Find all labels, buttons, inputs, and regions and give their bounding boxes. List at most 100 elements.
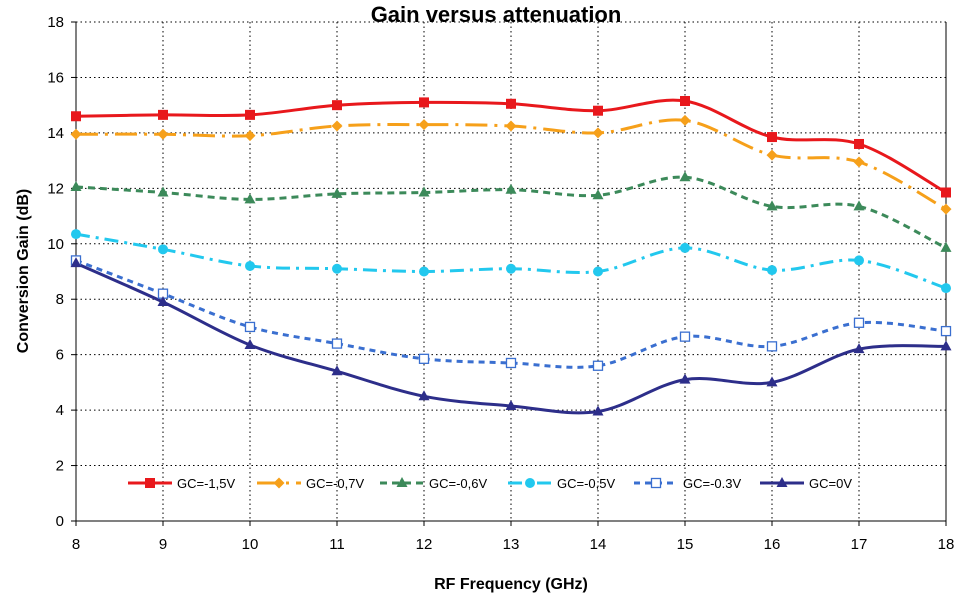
series-3-point-4 xyxy=(419,266,429,277)
x-tick-label: 12 xyxy=(416,536,433,553)
series-1-point-1 xyxy=(157,128,169,140)
series-2-point-8 xyxy=(766,200,778,211)
series-2-point-10 xyxy=(940,241,952,252)
x-tick-label: 16 xyxy=(764,536,781,553)
series-3-point-8 xyxy=(767,265,777,276)
series-0-point-2 xyxy=(245,109,255,120)
series-5-point-5 xyxy=(505,399,517,410)
series-3-point-9 xyxy=(854,255,864,266)
series-3-point-10 xyxy=(941,283,951,294)
series-2-point-7 xyxy=(679,171,691,182)
series-2-point-2 xyxy=(244,193,256,204)
series-0-point-6 xyxy=(593,105,603,116)
series-1-point-3 xyxy=(331,120,343,132)
legend-label-3: GC=-0,5V xyxy=(557,476,615,491)
legend-marker-4 xyxy=(650,477,662,489)
series-3-point-5 xyxy=(506,263,516,274)
x-tick-label: 13 xyxy=(503,536,520,553)
y-tick-label: 18 xyxy=(47,14,64,31)
series-0-point-5 xyxy=(506,98,516,109)
series-5-point-7 xyxy=(679,373,691,384)
series-0-point-8 xyxy=(767,132,777,143)
series-1-point-6 xyxy=(592,127,604,139)
series-5-point-6 xyxy=(592,405,604,416)
x-tick-label: 8 xyxy=(72,536,80,553)
series-4-point-10 xyxy=(940,325,952,337)
x-tick-label: 15 xyxy=(677,536,694,553)
series-4-point-2 xyxy=(244,321,256,333)
series-4-point-4 xyxy=(418,353,430,364)
series-1-point-5 xyxy=(505,120,517,132)
series-5-point-4 xyxy=(418,390,430,401)
series-5-point-3 xyxy=(331,365,343,376)
y-tick-label: 12 xyxy=(47,180,64,197)
legend-label-0: GC=-1,5V xyxy=(177,476,235,491)
y-tick-label: 4 xyxy=(56,402,64,419)
series-5-point-0 xyxy=(70,257,82,268)
legend-marker-2 xyxy=(396,477,408,487)
y-tick-label: 16 xyxy=(47,69,64,86)
legend-label-2: GC=-0,6V xyxy=(429,476,487,491)
y-tick-label: 2 xyxy=(56,458,64,475)
series-5-point-1 xyxy=(157,295,169,306)
y-tick-label: 10 xyxy=(47,236,64,253)
legend-marker-3 xyxy=(525,478,535,488)
series-4-point-3 xyxy=(331,338,343,349)
series-2-point-9 xyxy=(853,200,865,211)
series-5-point-9 xyxy=(853,343,865,354)
series-1-point-2 xyxy=(244,130,256,142)
series-5-point-8 xyxy=(766,376,778,387)
series-1-point-10 xyxy=(940,203,952,215)
x-tick-label: 11 xyxy=(329,536,345,553)
series-0-point-3 xyxy=(332,100,342,111)
series-0-point-10 xyxy=(941,187,951,198)
x-tick-label: 9 xyxy=(159,536,167,553)
x-tick-label: 14 xyxy=(590,536,607,553)
series-3-point-3 xyxy=(332,263,342,274)
y-tick-label: 14 xyxy=(47,125,64,142)
series-4-point-6 xyxy=(592,360,604,371)
axes xyxy=(71,21,947,526)
legend: GC=-1,5V GC=-0,7V GC=-0,6V GC=-0,5V GC=-0.3V… xyxy=(128,476,852,491)
series-0-point-9 xyxy=(854,138,864,149)
series-line-0 xyxy=(75,98,947,194)
series-2-point-0 xyxy=(70,180,82,191)
legend-label-1: GC=-0,7V xyxy=(306,476,364,491)
series-1-point-4 xyxy=(418,119,430,131)
series-4-point-7 xyxy=(679,331,691,342)
series-4-point-9 xyxy=(853,317,865,328)
series-0-point-0 xyxy=(71,111,81,122)
legend-label-5: GC=0V xyxy=(809,476,852,491)
x-tick-label: 10 xyxy=(242,536,259,553)
legend-marker-1 xyxy=(273,477,285,489)
x-axis-title: RF Frequency (GHz) xyxy=(434,576,588,593)
series-0-point-4 xyxy=(419,97,429,108)
y-tick-label: 8 xyxy=(56,291,64,308)
grid xyxy=(76,21,947,521)
series-4-point-8 xyxy=(766,341,778,352)
series-2-point-6 xyxy=(592,189,604,200)
series-0-point-7 xyxy=(680,96,690,107)
series-3-point-6 xyxy=(593,266,603,277)
series-4-point-5 xyxy=(505,357,517,369)
x-tick-label: 17 xyxy=(851,536,868,553)
series-1-point-9 xyxy=(853,156,865,168)
legend-marker-0 xyxy=(145,478,155,488)
legend-label-4: GC=-0.3V xyxy=(683,476,741,491)
series-markers xyxy=(70,96,952,416)
series-2-point-3 xyxy=(331,187,343,198)
x-tick-label: 18 xyxy=(938,536,955,553)
series-2-point-4 xyxy=(418,186,430,197)
y-tick-label: 6 xyxy=(56,347,64,364)
series-0-point-1 xyxy=(158,109,168,120)
series-3-point-1 xyxy=(158,244,168,255)
legend-marker-5 xyxy=(776,477,788,487)
chart-title: Gain versus attenuation xyxy=(371,2,622,27)
series-5-point-10 xyxy=(940,340,952,351)
series-1-point-8 xyxy=(766,149,778,161)
tick-labels: 0 2 4 6 8 10 12 14 16 18 8 9 10 11 12 13 14 15 16 17 18 xyxy=(47,14,954,553)
series-5-point-2 xyxy=(244,338,256,349)
series-3-point-2 xyxy=(245,260,255,271)
series-2-point-5 xyxy=(505,183,517,194)
